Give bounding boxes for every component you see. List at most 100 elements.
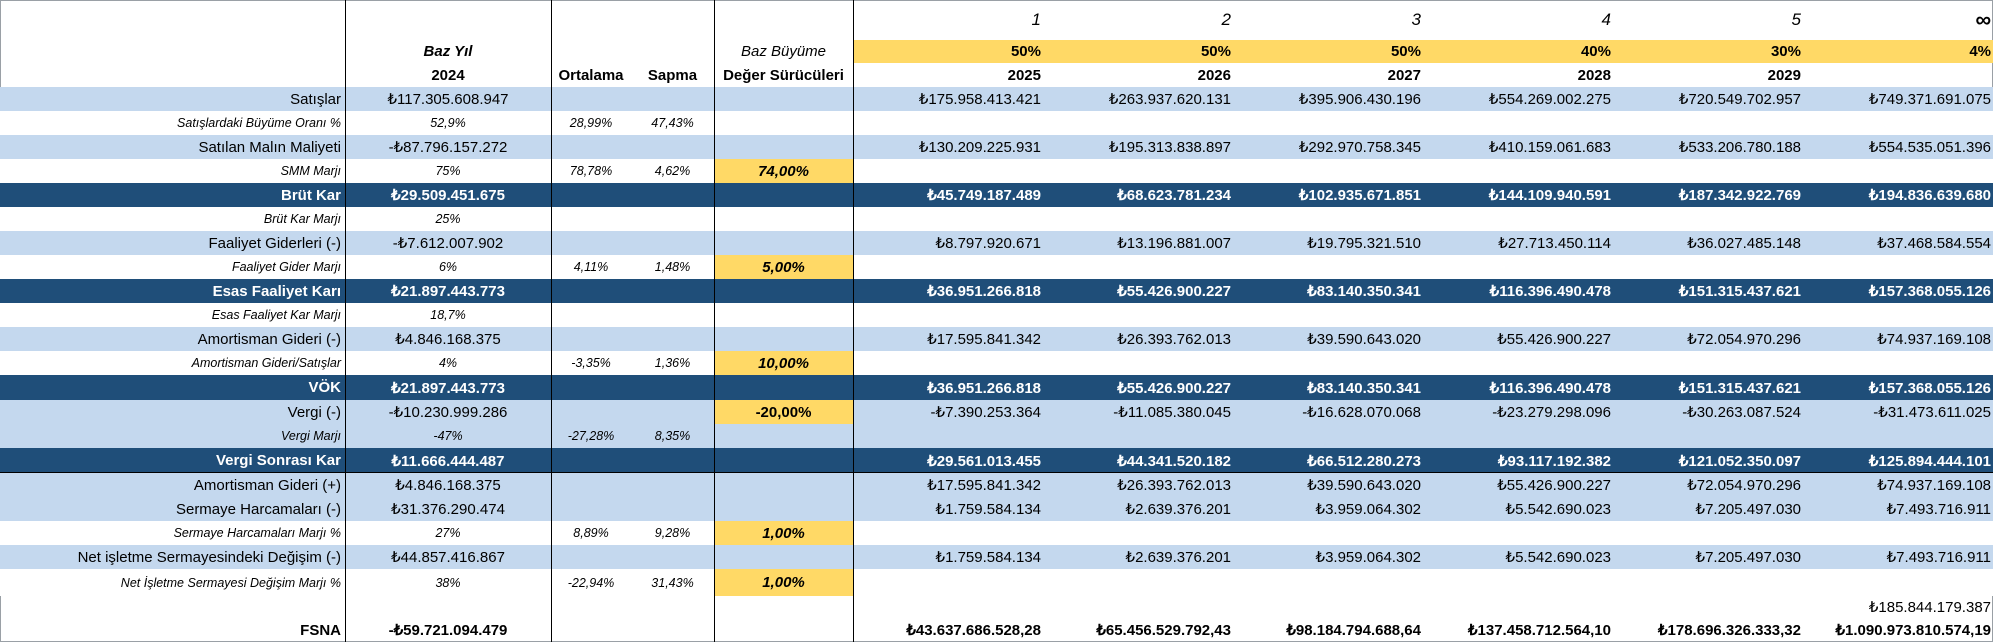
forecast-value[interactable]: ₺45.749.187.489 — [853, 183, 1043, 207]
deviation-value[interactable] — [631, 375, 714, 400]
forecast-value[interactable] — [1233, 351, 1423, 375]
base-year-value[interactable]: 18,7% — [345, 303, 551, 327]
forecast-value[interactable]: ₺7.205.497.030 — [1613, 497, 1803, 521]
fsna-value[interactable]: ₺43.637.686.528,28 — [906, 622, 1041, 639]
base-year-value[interactable]: -₺10.230.999.286 — [345, 400, 551, 424]
forecast-value[interactable] — [1043, 207, 1233, 231]
forecast-value[interactable] — [1613, 424, 1803, 448]
average-value[interactable]: -22,94% — [551, 569, 631, 596]
value-driver-cell[interactable] — [714, 279, 853, 303]
forecast-value[interactable]: ₺395.906.430.196 — [1233, 87, 1423, 111]
growth-rate-cell[interactable]: 50% — [1043, 40, 1233, 63]
forecast-value[interactable] — [1423, 255, 1613, 279]
forecast-value[interactable]: ₺26.393.762.013 — [1043, 327, 1233, 351]
forecast-value[interactable]: ₺72.054.970.296 — [1613, 473, 1803, 497]
average-value[interactable]: 8,89% — [551, 521, 631, 545]
average-value[interactable]: -27,28% — [551, 424, 631, 448]
forecast-value[interactable] — [1803, 569, 1993, 596]
forecast-value[interactable]: ₺55.426.900.227 — [1423, 327, 1613, 351]
forecast-value[interactable]: ₺83.140.350.341 — [1233, 279, 1423, 303]
forecast-value[interactable] — [1043, 159, 1233, 183]
base-year-value[interactable]: ₺4.846.168.375 — [345, 327, 551, 351]
row-label[interactable]: Satılan Malın Maliyeti — [0, 135, 345, 159]
row-label[interactable]: Vergi (-) — [0, 400, 345, 424]
forecast-value[interactable]: ₺116.396.490.478 — [1423, 279, 1613, 303]
forecast-value[interactable] — [1233, 569, 1423, 596]
average-value[interactable] — [551, 545, 631, 569]
period-number[interactable]: 1 — [1031, 10, 1041, 29]
deviation-value[interactable] — [631, 207, 714, 231]
value-driver-cell[interactable] — [714, 545, 853, 569]
forecast-value[interactable]: ₺130.209.225.931 — [853, 135, 1043, 159]
base-year-label[interactable]: Baz Yıl — [423, 43, 473, 60]
forecast-value[interactable]: ₺27.713.450.114 — [1423, 231, 1613, 255]
deviation-value[interactable] — [631, 135, 714, 159]
row-label[interactable]: Net İşletme Sermayesi Değişim Marjı % — [0, 569, 345, 596]
value-driver-cell[interactable] — [714, 448, 853, 473]
base-year-value[interactable]: ₺11.666.444.487 — [345, 448, 551, 473]
forecast-value[interactable] — [1613, 255, 1803, 279]
forecast-value[interactable] — [1423, 159, 1613, 183]
period-number[interactable]: 2 — [1221, 10, 1231, 29]
base-year-value[interactable]: 38% — [345, 569, 551, 596]
value-driver-cell[interactable] — [714, 111, 853, 135]
deviation-header[interactable]: Sapma — [647, 66, 698, 84]
forecast-value[interactable]: ₺749.371.691.075 — [1803, 87, 1993, 111]
forecast-value[interactable]: ₺26.393.762.013 — [1043, 473, 1233, 497]
row-label[interactable]: Sermaye Harcamaları Marjı % — [0, 521, 345, 545]
forecast-value[interactable]: ₺7.205.497.030 — [1613, 545, 1803, 569]
forecast-value[interactable] — [1803, 207, 1993, 231]
deviation-value[interactable] — [631, 303, 714, 327]
forecast-value[interactable]: ₺44.341.520.182 — [1043, 448, 1233, 473]
forecast-value[interactable] — [853, 111, 1043, 135]
average-value[interactable] — [551, 400, 631, 424]
deviation-value[interactable] — [631, 183, 714, 207]
base-year-value[interactable]: 52,9% — [345, 111, 551, 135]
value-driver-cell[interactable] — [714, 183, 853, 207]
value-driver-cell[interactable] — [714, 473, 853, 497]
forecast-value[interactable]: ₺66.512.280.273 — [1233, 448, 1423, 473]
deviation-value[interactable] — [631, 400, 714, 424]
forecast-value[interactable]: ₺36.951.266.818 — [853, 279, 1043, 303]
forecast-value[interactable]: -₺7.390.253.364 — [853, 400, 1043, 424]
forecast-value[interactable] — [1613, 521, 1803, 545]
forecast-value[interactable] — [853, 159, 1043, 183]
value-drivers-header[interactable]: Değer Sürücüleri — [723, 66, 844, 84]
period-number[interactable]: 3 — [1411, 10, 1421, 29]
forecast-value[interactable] — [1233, 255, 1423, 279]
forecast-value[interactable] — [1043, 351, 1233, 375]
forecast-value[interactable]: ₺554.535.051.396 — [1803, 135, 1993, 159]
forecast-value[interactable] — [1423, 521, 1613, 545]
forecast-value[interactable] — [853, 569, 1043, 596]
forecast-value[interactable]: -₺16.628.070.068 — [1233, 400, 1423, 424]
forecast-value[interactable]: ₺36.951.266.818 — [853, 375, 1043, 400]
forecast-value[interactable]: ₺83.140.350.341 — [1233, 375, 1423, 400]
base-year[interactable]: 2024 — [431, 66, 465, 84]
forecast-value[interactable]: ₺37.468.584.554 — [1803, 231, 1993, 255]
base-year-value[interactable]: ₺31.376.290.474 — [345, 497, 551, 521]
base-year-value[interactable]: ₺4.846.168.375 — [345, 473, 551, 497]
fsna-label[interactable]: FSNA — [300, 621, 341, 639]
value-driver-cell[interactable] — [714, 87, 853, 111]
forecast-value[interactable]: ₺3.959.064.302 — [1233, 497, 1423, 521]
base-year-value[interactable]: 27% — [345, 521, 551, 545]
forecast-value[interactable] — [1423, 111, 1613, 135]
average-value[interactable]: 28,99% — [551, 111, 631, 135]
forecast-value[interactable] — [1043, 521, 1233, 545]
forecast-value[interactable]: ₺175.958.413.421 — [853, 87, 1043, 111]
period-number[interactable]: 4 — [1601, 10, 1611, 29]
forecast-value[interactable] — [853, 207, 1043, 231]
deviation-value[interactable]: 9,28% — [631, 521, 714, 545]
forecast-value[interactable]: ₺151.315.437.621 — [1613, 375, 1803, 400]
forecast-value[interactable]: -₺31.473.611.025 — [1803, 400, 1993, 424]
average-value[interactable] — [551, 473, 631, 497]
deviation-value[interactable] — [631, 448, 714, 473]
forecast-value[interactable] — [1423, 569, 1613, 596]
forecast-value[interactable]: ₺55.426.900.227 — [1043, 375, 1233, 400]
forecast-value[interactable] — [1423, 424, 1613, 448]
forecast-value[interactable]: ₺720.549.702.957 — [1613, 87, 1803, 111]
growth-rate-cell[interactable]: 50% — [1233, 40, 1423, 63]
forecast-value[interactable] — [1613, 207, 1803, 231]
forecast-value[interactable] — [1233, 424, 1423, 448]
forecast-value[interactable] — [1423, 351, 1613, 375]
